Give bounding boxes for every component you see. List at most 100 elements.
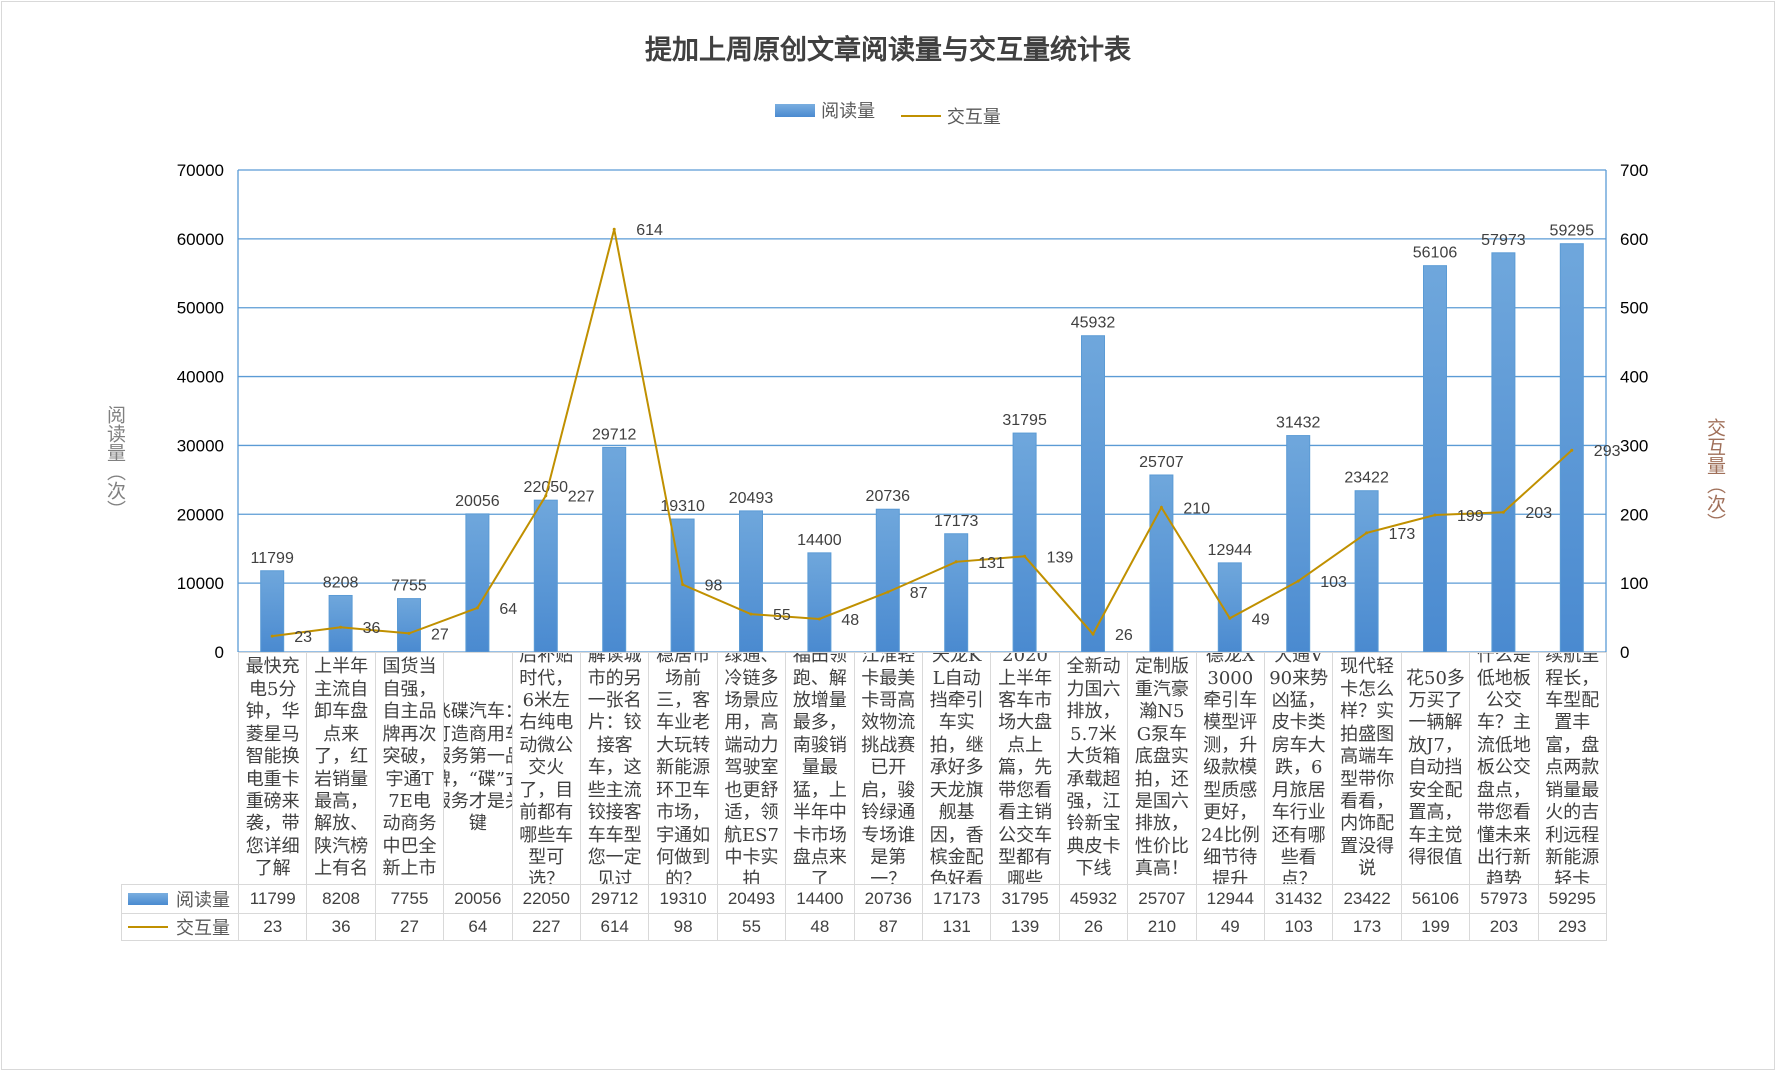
table-interactions-cell: 48 bbox=[785, 913, 855, 941]
table-interactions-cell: 23 bbox=[238, 913, 308, 941]
bar-data-label: 57973 bbox=[1481, 232, 1526, 249]
table-interactions-cell: 139 bbox=[990, 913, 1060, 941]
table-reads-cell: 25707 bbox=[1127, 884, 1197, 914]
legend-item-reads: 阅读量 bbox=[775, 97, 875, 123]
table-reads-cell: 20736 bbox=[853, 884, 923, 914]
line-point bbox=[1570, 448, 1574, 452]
bar-reads bbox=[944, 533, 969, 653]
table-reads-cell: 59295 bbox=[1537, 884, 1607, 914]
bar-reads bbox=[739, 510, 763, 653]
table-reads-cell: 14400 bbox=[785, 884, 855, 914]
y-left-tick-label: 50000 bbox=[177, 299, 224, 318]
bar-reads bbox=[807, 552, 832, 653]
line-data-label: 55 bbox=[773, 607, 791, 624]
table-category-cell: 现代轻卡怎么样？实拍盛图高端车型带你看看，内饰配置没得说 bbox=[1332, 652, 1402, 885]
line-point bbox=[1365, 531, 1369, 535]
table-category-cell: 绿通、冷链多场景应用，高端动力驾驶室也更舒适，领航ES7中卡实拍 bbox=[716, 652, 787, 885]
bar-reads bbox=[260, 570, 285, 653]
table-category-cell: 最快充电5分钟，华菱星马智能换电重卡重磅来袭，带您详细了解 bbox=[238, 652, 308, 885]
table-category-cell: 花50多万买了一辆解放J7，自动挡安全配置高，车主觉得很值 bbox=[1400, 652, 1471, 885]
y-axis-right-title: 交互量（次） bbox=[1704, 418, 1726, 532]
y-right-tick-label: 0 bbox=[1620, 643, 1629, 662]
line-point bbox=[1091, 632, 1095, 636]
table-reads-cell: 56106 bbox=[1400, 884, 1471, 914]
bar-data-label: 56106 bbox=[1413, 245, 1458, 262]
table-line-swatch bbox=[128, 926, 168, 928]
table-interactions-cell: 131 bbox=[922, 913, 992, 941]
table-reads-cell: 11799 bbox=[238, 884, 308, 914]
bar-data-label: 7755 bbox=[391, 578, 427, 595]
line-point bbox=[681, 583, 685, 587]
line-data-label: 103 bbox=[1320, 574, 1347, 591]
bar-data-label: 20056 bbox=[455, 493, 500, 510]
line-point bbox=[339, 625, 343, 629]
line-data-label: 227 bbox=[568, 489, 595, 506]
y-left-tick-label: 60000 bbox=[177, 230, 224, 249]
y-left-tick-label: 20000 bbox=[177, 505, 224, 524]
line-data-label: 36 bbox=[363, 620, 381, 637]
table-category-cell: 什么是低地板公交车？主流低地板公交盘点，带您看懂未来出行新趋势 bbox=[1469, 652, 1539, 885]
table-category-cell: 稳居市场前三，客车业老大玩转新能源环卫车市场，宇通如何做到的？ bbox=[648, 652, 718, 885]
table-reads-cell: 29712 bbox=[580, 884, 650, 914]
line-data-label: 173 bbox=[1389, 526, 1416, 543]
y-right-tick-label: 200 bbox=[1620, 505, 1648, 524]
table-category-cell: 后补贴时代，6米左右纯电动微公交火了，目前都有哪些车型可选？ bbox=[511, 652, 581, 885]
bar-reads bbox=[1491, 252, 1516, 653]
line-data-label: 48 bbox=[841, 612, 859, 629]
line-data-label: 26 bbox=[1115, 627, 1133, 644]
line-data-label: 23 bbox=[294, 629, 312, 646]
table-interactions-cell: 27 bbox=[374, 913, 445, 941]
table-row-header-interactions: 交互量 bbox=[121, 913, 239, 941]
table-category-cell: 解读城市的另一张名片：铰接客车，这些主流铰接客车车型您一定见过 bbox=[580, 652, 650, 885]
bar-reads bbox=[465, 513, 490, 653]
y-axis-left-title: 阅读量（次） bbox=[104, 405, 126, 519]
line-data-label: 203 bbox=[1525, 505, 1552, 522]
table-reads-cell: 19310 bbox=[648, 884, 718, 914]
table-reads-cell: 7755 bbox=[374, 884, 445, 914]
line-point bbox=[1159, 505, 1163, 509]
table-interactions-cell: 98 bbox=[648, 913, 718, 941]
table-reads-cell: 12944 bbox=[1195, 884, 1265, 914]
line-data-label: 64 bbox=[499, 601, 517, 618]
table-reads-cell: 20493 bbox=[716, 884, 787, 914]
line-point bbox=[544, 494, 548, 498]
line-data-label: 139 bbox=[1047, 549, 1074, 566]
table-interactions-cell: 203 bbox=[1469, 913, 1539, 941]
bar-data-label: 12944 bbox=[1208, 542, 1253, 559]
bar-data-label: 59295 bbox=[1550, 223, 1595, 240]
y-right-tick-label: 700 bbox=[1620, 161, 1648, 180]
legend: 阅读量 交互量 bbox=[0, 97, 1776, 129]
line-point bbox=[1023, 554, 1027, 558]
bar-reads bbox=[1354, 490, 1379, 653]
table-category-cell: 上半年主流自卸车盘点来了，红岩销量最高，解放、陕汽榜上有名 bbox=[306, 652, 376, 885]
table-reads-cell: 22050 bbox=[511, 884, 581, 914]
y-left-tick-label: 70000 bbox=[177, 161, 224, 180]
legend-line-swatch bbox=[900, 114, 941, 117]
table-row-header-reads: 阅读量 bbox=[121, 884, 239, 914]
legend-label-reads: 阅读量 bbox=[821, 101, 876, 122]
line-point bbox=[1501, 510, 1505, 514]
table-category-cell: 江淮轻卡最美卡哥高效物流挑战赛已开启，骏铃绿通专场谁是第一？ bbox=[853, 652, 923, 885]
table-interactions-cell: 103 bbox=[1264, 913, 1334, 941]
bar-data-label: 25707 bbox=[1139, 454, 1184, 471]
table-reads-cell: 31795 bbox=[990, 884, 1060, 914]
bar-data-label: 8208 bbox=[323, 574, 359, 591]
line-point bbox=[270, 634, 274, 638]
table-reads-cell: 23422 bbox=[1332, 884, 1402, 914]
line-data-label: 293 bbox=[1594, 443, 1621, 460]
bar-reads bbox=[1012, 432, 1037, 653]
table-category-cell: 续航里程长，车型配置丰富，盘点两款销量最火的吉利远程新能源轻卡 bbox=[1537, 652, 1607, 885]
y-right-tick-label: 400 bbox=[1620, 368, 1648, 387]
bar-reads bbox=[1286, 435, 1311, 653]
table-bar-swatch bbox=[128, 893, 168, 905]
table-interactions-cell: 199 bbox=[1400, 913, 1471, 941]
table-interactions-cell: 55 bbox=[716, 913, 787, 941]
bar-data-label: 20736 bbox=[866, 488, 911, 505]
bar-data-label: 22050 bbox=[524, 479, 569, 496]
line-data-label: 614 bbox=[636, 222, 663, 239]
y-left-tick-label: 10000 bbox=[177, 574, 224, 593]
table-category-cell: 天龙KL自动挡牵引车实拍，继承好多天龙旗舰基因，香槟金配色好看 bbox=[922, 652, 992, 885]
table-reads-cell: 20056 bbox=[443, 884, 513, 914]
bar-reads bbox=[533, 499, 558, 653]
